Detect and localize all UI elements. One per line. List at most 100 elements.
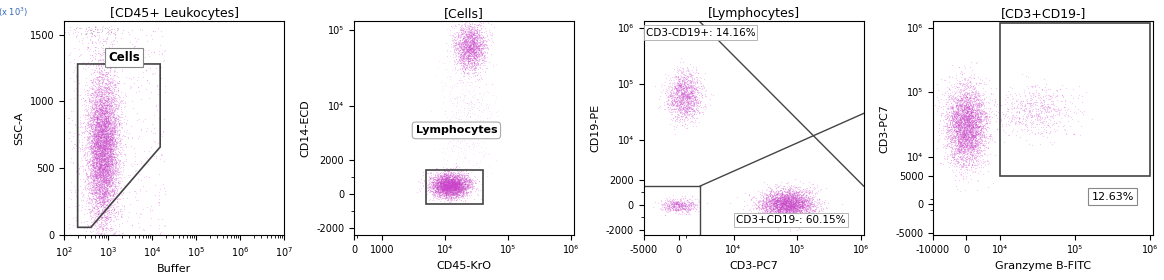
Point [776,204,795,209]
Point [411,179,430,184]
Point [447,187,466,192]
Point [449,182,468,187]
Point [952,137,971,142]
Point [99,143,118,147]
Point [938,128,957,133]
Point [959,119,978,123]
Point [930,137,949,141]
Point [134,227,152,231]
Point [81,209,100,213]
Point [965,137,984,142]
Point [964,126,982,130]
Point [658,206,676,210]
Point [435,171,454,175]
Point [771,196,789,200]
Point [93,202,112,207]
Point [101,154,120,158]
Point [668,201,687,206]
Point [954,141,973,146]
Point [1044,112,1063,117]
Point [949,98,967,103]
Point [956,133,974,137]
Point [85,145,104,150]
Point [947,97,966,101]
Point [794,200,812,205]
Point [751,192,769,197]
Point [446,176,464,180]
Point [780,213,799,217]
Point [87,192,106,197]
Point [481,30,499,34]
Point [108,119,127,123]
Point [662,208,681,213]
Point [949,144,967,148]
Point [454,26,473,30]
Point [94,199,113,204]
Point [672,92,690,97]
Point [83,219,101,224]
Point [957,129,975,133]
Point [100,219,119,223]
Point [769,213,788,217]
Point [86,148,105,152]
Point [967,148,986,152]
Point [972,141,991,145]
Point [459,55,477,60]
Point [433,179,452,183]
Point [461,80,480,84]
Point [95,158,114,162]
Point [785,208,803,212]
Point [87,108,106,113]
Point [445,193,463,198]
Point [757,205,775,210]
Point [441,139,460,143]
Point [786,208,804,213]
Point [952,150,971,154]
Point [434,174,453,178]
Point [94,149,113,153]
Point [83,177,101,181]
Point [975,114,994,118]
Point [665,205,683,209]
Point [958,77,977,81]
Point [663,200,682,205]
Point [88,151,107,156]
Point [459,55,477,60]
Point [477,39,496,43]
Point [434,183,453,187]
Point [471,24,490,28]
Point [1032,121,1051,125]
Point [949,107,967,111]
Point [440,170,459,175]
Point [87,121,106,126]
Point [780,211,799,215]
Point [968,124,987,129]
Point [106,139,125,143]
Point [450,95,469,99]
Point [958,101,977,106]
Point [787,194,805,198]
Point [452,61,470,65]
Point [421,187,440,192]
Point [470,49,489,53]
Point [959,118,978,122]
Point [95,206,114,211]
Point [107,123,126,127]
Point [104,157,122,161]
Point [982,98,1001,102]
Point [817,206,836,210]
Point [460,193,478,198]
Point [691,90,710,95]
Point [91,185,109,189]
Point [1030,95,1049,99]
Point [146,193,164,198]
Point [100,149,119,154]
Point [91,174,109,178]
Point [449,182,468,186]
Point [425,179,443,183]
Point [954,95,973,99]
Point [778,196,796,200]
Point [474,155,492,159]
Point [463,46,482,50]
Point [1032,108,1051,113]
